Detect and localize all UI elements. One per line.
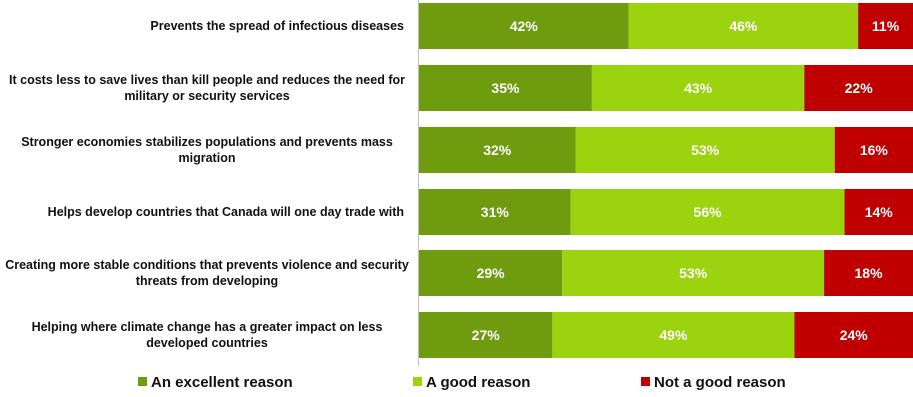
data-label: 16%	[860, 142, 889, 158]
category-label: Prevents the spread of infectious diseas…	[150, 19, 404, 33]
data-label: 31%	[481, 204, 510, 220]
data-label: 43%	[684, 80, 713, 96]
data-label: 46%	[729, 18, 758, 34]
bar-segment	[591, 65, 805, 111]
bar-segment	[804, 65, 913, 111]
bar-segment	[552, 312, 795, 358]
category-label-line: threats from developing	[136, 274, 278, 288]
category-label-line: migration	[179, 151, 236, 165]
data-label: 42%	[510, 18, 539, 34]
bar-segment	[834, 127, 913, 173]
legend-swatch	[413, 377, 422, 386]
legend: An excellent reason A good reason Not a go…	[138, 374, 786, 391]
category-label: It costs less to save lives than kill pe…	[9, 73, 405, 103]
bars: 42% 46% 11% 35% 43% 22% 32% 53% 16% 31% 56% 14% 29% 5…	[419, 3, 913, 358]
category-label: Stronger economies stabilizes population…	[21, 135, 393, 165]
category-label-line: Stronger economies stabilizes population…	[21, 135, 393, 149]
bar-segment	[858, 3, 913, 49]
category-label-line: developed countries	[146, 336, 268, 350]
bar-segment	[570, 189, 845, 235]
data-label: 29%	[477, 265, 506, 281]
data-label: 14%	[865, 204, 894, 220]
legend-swatch	[641, 377, 650, 386]
category-labels: Prevents the spread of infectious diseas…	[5, 19, 409, 350]
category-label-line: military or security services	[124, 89, 289, 103]
category-label: Helping where climate change has a great…	[32, 320, 383, 350]
bar-segment	[419, 312, 553, 358]
data-label: 24%	[840, 327, 869, 343]
category-label-line: Prevents the spread of infectious diseas…	[150, 19, 404, 33]
data-label: 32%	[483, 142, 512, 158]
data-label: 18%	[855, 265, 884, 281]
data-label: 53%	[679, 265, 708, 281]
bar-segment	[419, 189, 571, 235]
data-label: 35%	[491, 80, 520, 96]
legend-label: An excellent reason	[151, 374, 293, 391]
data-label: 27%	[472, 327, 501, 343]
category-label: Helps develop countries that Canada will…	[48, 205, 404, 219]
data-label: 56%	[694, 204, 723, 220]
category-label-line: Creating more stable conditions that pre…	[5, 258, 409, 272]
category-label-line: Helping where climate change has a great…	[32, 320, 383, 334]
data-label: 11%	[872, 18, 900, 34]
category-label: Creating more stable conditions that pre…	[5, 258, 409, 288]
bar-segment	[628, 3, 859, 49]
bar-segment	[419, 250, 563, 296]
category-label-line: Helps develop countries that Canada will…	[48, 205, 404, 219]
bar-segment	[419, 65, 592, 111]
bar-segment	[844, 189, 913, 235]
bar-segment	[794, 312, 913, 358]
data-label: 22%	[845, 80, 874, 96]
bar-segment	[562, 250, 825, 296]
legend-label: Not a good reason	[654, 374, 786, 391]
data-label: 53%	[691, 142, 720, 158]
bar-segment	[419, 127, 576, 173]
bar-segment	[419, 3, 629, 49]
bar-segment	[824, 250, 913, 296]
legend-item: An excellent reason	[138, 374, 293, 391]
legend-swatch	[138, 377, 147, 386]
legend-item: Not a good reason	[641, 374, 786, 391]
legend-label: A good reason	[426, 374, 530, 391]
category-label-line: It costs less to save lives than kill pe…	[9, 73, 405, 87]
legend-item: A good reason	[413, 374, 530, 391]
data-label: 49%	[659, 327, 688, 343]
bar-segment	[575, 127, 835, 173]
